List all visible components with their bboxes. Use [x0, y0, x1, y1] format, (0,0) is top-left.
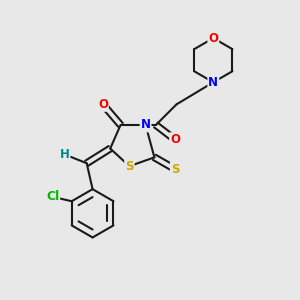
Text: O: O: [98, 98, 108, 111]
Text: N: N: [141, 118, 151, 131]
Text: H: H: [60, 148, 70, 161]
Text: S: S: [125, 160, 134, 173]
Text: O: O: [208, 32, 218, 45]
Text: Cl: Cl: [46, 190, 59, 203]
Text: O: O: [170, 133, 180, 146]
Text: N: N: [208, 76, 218, 89]
Text: S: S: [171, 163, 179, 176]
